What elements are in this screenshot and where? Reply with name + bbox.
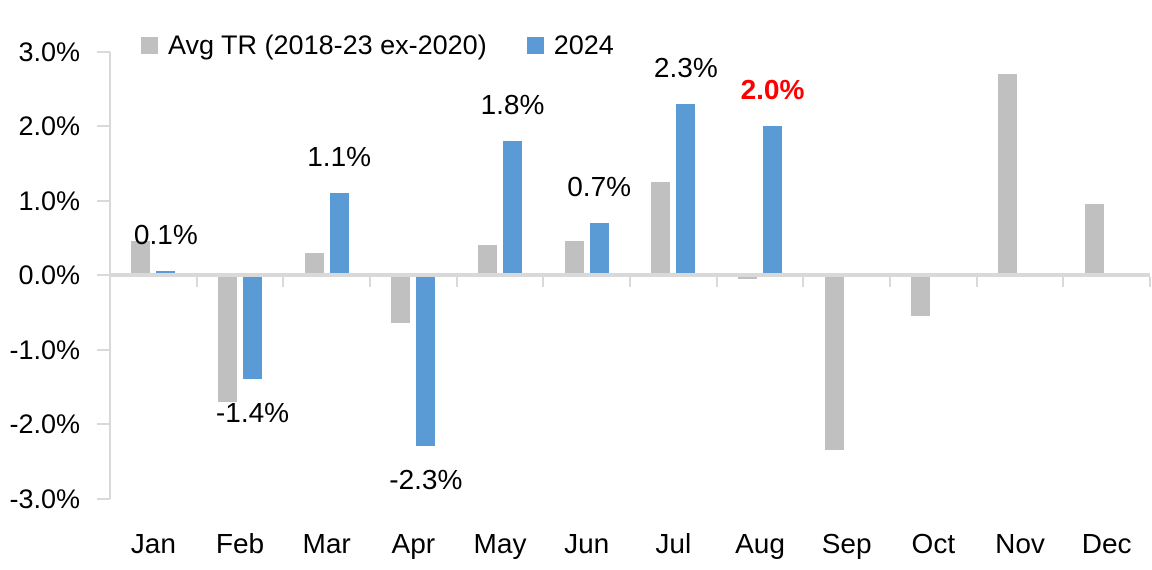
x-axis-line <box>110 273 1150 277</box>
x-axis-label-jun: Jun <box>564 528 610 559</box>
y-axis-tick <box>97 274 110 276</box>
bar-avg-tr-jul <box>651 181 671 275</box>
data-label-2024-jul: 2.3% <box>653 51 718 83</box>
y-axis-label: 2.0% <box>18 111 80 141</box>
y-axis-tick <box>97 199 110 202</box>
bar-2024-jul <box>676 103 696 275</box>
y-axis-tick <box>97 348 110 351</box>
legend-swatch-2024-icon <box>526 36 544 54</box>
x-axis-tick <box>715 277 718 287</box>
x-axis-label-apr: Apr <box>391 528 436 559</box>
x-axis-tick <box>975 277 978 287</box>
legend-item-2024: 2024 <box>526 29 614 61</box>
data-label-2024-apr: -2.3% <box>389 464 463 496</box>
bar-2024-aug <box>763 126 782 275</box>
y-axis-label: -1.0% <box>9 334 80 365</box>
y-axis-tick <box>97 497 110 500</box>
x-axis-label-aug: Aug <box>735 528 785 559</box>
bar-avg-tr-dec <box>1084 204 1104 275</box>
bar-2024-feb <box>243 275 262 380</box>
bar-avg-tr-jan <box>131 241 151 275</box>
data-label-2024-may: 1.8% <box>480 88 545 120</box>
x-axis-tick <box>542 277 545 287</box>
x-axis-label-jul: Jul <box>655 528 692 559</box>
x-axis-tick <box>802 277 805 287</box>
bar-avg-tr-apr <box>391 275 411 324</box>
x-axis-tick <box>1149 277 1151 287</box>
y-axis-label: -3.0% <box>9 483 80 514</box>
data-label-2024-aug: 2.0% <box>740 74 805 105</box>
y-axis-tick <box>97 423 110 425</box>
bar-avg-tr-oct <box>911 275 931 316</box>
legend-swatch-avg-tr-icon <box>141 36 158 54</box>
data-label-2024-jun: 0.7% <box>567 170 632 202</box>
bar-avg-tr-sep <box>824 275 844 451</box>
x-axis-label-feb: Feb <box>215 528 265 559</box>
legend-label-avg-tr: Avg TR (2018-23 ex-2020) <box>168 30 487 60</box>
bar-2024-jun <box>589 222 609 275</box>
x-axis-label-nov: Nov <box>995 528 1045 559</box>
bar-avg-tr-may <box>478 245 497 275</box>
x-axis-label-jan: Jan <box>130 528 176 559</box>
bar-avg-tr-mar <box>304 252 324 275</box>
data-label-2024-mar: 1.1% <box>307 141 372 173</box>
x-axis-label-dec: Dec <box>1081 528 1132 559</box>
chart-legend: Avg TR (2018-23 ex-2020) 2024 <box>141 29 614 61</box>
x-axis-tick <box>369 277 371 287</box>
x-axis-label-mar: Mar <box>302 528 351 559</box>
x-axis-label-sep: Sep <box>821 528 872 559</box>
x-axis-label-oct: Oct <box>911 528 956 559</box>
x-axis-tick <box>282 277 285 287</box>
y-axis-label: -2.0% <box>9 409 80 439</box>
x-axis-tick <box>109 277 111 287</box>
x-axis-tick <box>195 277 198 287</box>
data-label-2024-feb: -1.4% <box>215 397 290 429</box>
bar-avg-tr-feb <box>218 275 237 402</box>
bar-2024-apr <box>416 275 436 447</box>
x-axis-tick <box>455 277 458 287</box>
y-axis-label: 1.0% <box>18 185 80 216</box>
bar-2024-may <box>503 140 522 275</box>
x-axis-tick <box>1062 277 1065 287</box>
bar-avg-tr-jun <box>564 241 584 275</box>
y-axis-label: 0.0% <box>18 260 80 290</box>
y-axis-tick <box>97 50 110 53</box>
data-label-2024-jan: 0.1% <box>133 219 198 251</box>
y-axis-tick <box>97 125 110 127</box>
x-axis-label-may: May <box>473 528 527 559</box>
x-axis-tick <box>629 277 631 287</box>
x-axis-tick <box>889 277 891 287</box>
y-axis-label: 3.0% <box>18 36 80 67</box>
bar-2024-mar <box>329 193 349 275</box>
legend-label-2024: 2024 <box>553 30 614 60</box>
bar-avg-tr-nov <box>998 73 1017 275</box>
legend-item-avg-tr: Avg TR (2018-23 ex-2020) <box>141 29 487 61</box>
